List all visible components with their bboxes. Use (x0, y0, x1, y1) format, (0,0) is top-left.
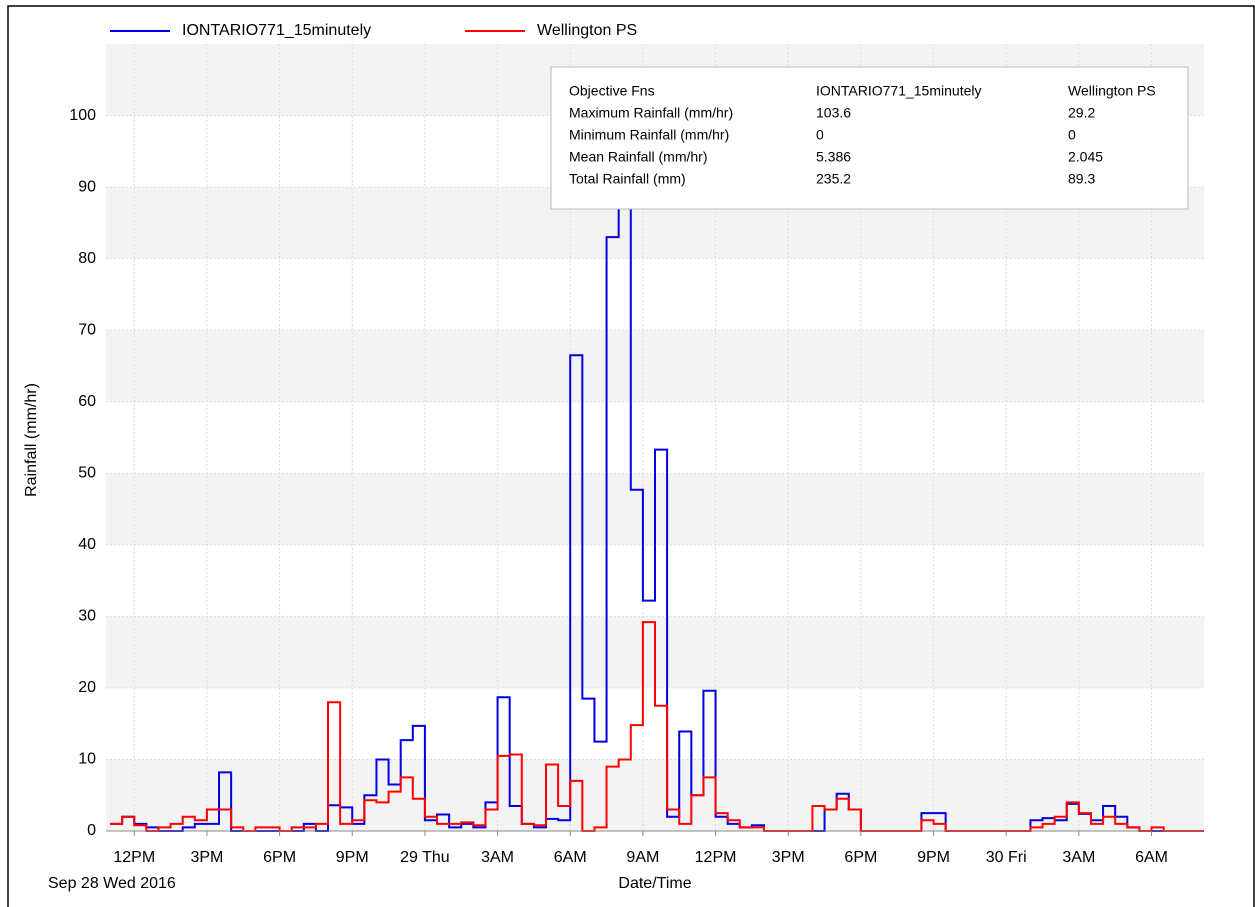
x-tick-label: 3AM (481, 849, 514, 866)
x-tick-label: 12PM (113, 849, 155, 866)
table-cell: 0 (816, 127, 824, 143)
table-cell: Minimum Rainfall (mm/hr) (569, 127, 729, 143)
y-tick-label: 20 (78, 679, 96, 696)
y-tick-label: 10 (78, 751, 96, 768)
y-axis-label: Rainfall (mm/hr) (23, 383, 40, 497)
band (106, 759, 1204, 831)
table-header: Wellington PS (1068, 83, 1156, 99)
y-tick-label: 90 (78, 178, 96, 195)
table-cell: Maximum Rainfall (mm/hr) (569, 105, 733, 121)
x-tick-label: 6PM (844, 849, 877, 866)
x-tick-label: 12PM (695, 849, 737, 866)
table-cell: 89.3 (1068, 171, 1095, 187)
x-tick-label: 3PM (190, 849, 223, 866)
y-tick-label: 100 (69, 107, 96, 124)
y-tick-label: 70 (78, 321, 96, 338)
x-tick-label: 3PM (772, 849, 805, 866)
x-tick-label: 9PM (336, 849, 369, 866)
x-tick-label: 3AM (1062, 849, 1095, 866)
legend-label: Wellington PS (537, 22, 637, 39)
table-cell: 29.2 (1068, 105, 1095, 121)
x-tick-label: 9PM (917, 849, 950, 866)
x-tick-label: 29 Thu (400, 849, 450, 866)
x-tick-label: 9AM (626, 849, 659, 866)
table-cell: 103.6 (816, 105, 851, 121)
table-header: Objective Fns (569, 83, 655, 99)
table-cell: 5.386 (816, 149, 851, 165)
y-tick-label: 30 (78, 608, 96, 625)
band (106, 330, 1204, 402)
x-tick-label: 6AM (1135, 849, 1168, 866)
table-header: IONTARIO771_15minutely (816, 83, 981, 99)
table-cell: Mean Rainfall (mm/hr) (569, 149, 707, 165)
y-tick-label: 0 (87, 822, 96, 839)
table-cell: 2.045 (1068, 149, 1103, 165)
x-date-label: Sep 28 Wed 2016 (48, 875, 176, 892)
table-cell: 0 (1068, 127, 1076, 143)
band (106, 258, 1204, 331)
y-tick-label: 50 (78, 464, 96, 481)
table-cell: Total Rainfall (mm) (569, 171, 686, 187)
x-tick-label: 6PM (263, 849, 296, 866)
stats-box (550, 66, 1189, 210)
y-tick-label: 60 (78, 393, 96, 410)
legend-label: IONTARIO771_15minutely (182, 22, 371, 39)
table-cell: 235.2 (816, 171, 851, 187)
x-tick-label: 30 Fri (986, 849, 1027, 866)
x-axis-label: Date/Time (618, 875, 691, 892)
x-tick-label: 6AM (554, 849, 587, 866)
y-tick-label: 80 (78, 250, 96, 267)
y-tick-label: 40 (78, 536, 96, 553)
